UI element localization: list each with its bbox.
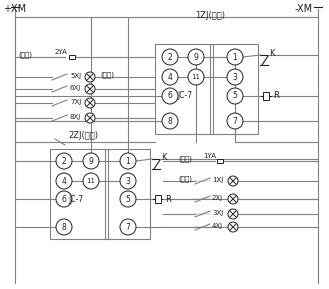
Text: R: R bbox=[273, 92, 279, 101]
Text: 2XJ: 2XJ bbox=[212, 195, 223, 201]
Circle shape bbox=[120, 191, 136, 207]
Text: 11: 11 bbox=[191, 74, 200, 80]
Circle shape bbox=[228, 222, 238, 232]
Bar bbox=[263, 92, 269, 100]
Text: 6XJ: 6XJ bbox=[70, 85, 81, 91]
Text: 11: 11 bbox=[87, 178, 95, 184]
Text: 4: 4 bbox=[62, 177, 66, 186]
Text: 4XJ: 4XJ bbox=[212, 223, 223, 229]
Text: K: K bbox=[269, 49, 274, 58]
Bar bbox=[50, 149, 108, 239]
Bar bbox=[105, 149, 150, 239]
Text: 7: 7 bbox=[126, 223, 130, 231]
Circle shape bbox=[162, 49, 178, 65]
Circle shape bbox=[227, 69, 243, 85]
Circle shape bbox=[56, 173, 72, 189]
Circle shape bbox=[228, 176, 238, 186]
Text: 5XJ: 5XJ bbox=[70, 73, 81, 79]
Text: R: R bbox=[165, 194, 171, 203]
Text: 8XJ: 8XJ bbox=[70, 114, 81, 120]
Bar bbox=[217, 159, 223, 163]
Circle shape bbox=[188, 69, 204, 85]
Circle shape bbox=[120, 153, 136, 169]
Text: 3XJ: 3XJ bbox=[212, 210, 223, 216]
Bar bbox=[69, 55, 75, 59]
Circle shape bbox=[85, 72, 95, 82]
Text: 2: 2 bbox=[62, 157, 66, 166]
Circle shape bbox=[162, 88, 178, 104]
Text: JC-7: JC-7 bbox=[177, 92, 192, 101]
Bar bbox=[155, 195, 161, 203]
Text: (试验): (试验) bbox=[18, 52, 32, 58]
Text: 6: 6 bbox=[62, 194, 66, 203]
Bar bbox=[155, 44, 213, 134]
Text: 8: 8 bbox=[62, 223, 66, 231]
Text: 4: 4 bbox=[167, 73, 172, 81]
Circle shape bbox=[85, 98, 95, 108]
Circle shape bbox=[83, 173, 99, 189]
Text: 9: 9 bbox=[193, 53, 198, 62]
Text: 1XJ: 1XJ bbox=[212, 177, 223, 183]
Circle shape bbox=[227, 113, 243, 129]
Circle shape bbox=[162, 113, 178, 129]
Circle shape bbox=[228, 209, 238, 219]
Text: 7: 7 bbox=[233, 116, 238, 125]
Circle shape bbox=[227, 49, 243, 65]
Bar bbox=[210, 44, 258, 134]
Text: 2YA: 2YA bbox=[55, 49, 68, 55]
Text: (试验): (试验) bbox=[178, 156, 192, 162]
Circle shape bbox=[56, 191, 72, 207]
Text: 9: 9 bbox=[89, 157, 93, 166]
Circle shape bbox=[83, 153, 99, 169]
Circle shape bbox=[162, 69, 178, 85]
Text: 2: 2 bbox=[167, 53, 172, 62]
Circle shape bbox=[56, 153, 72, 169]
Text: K: K bbox=[161, 153, 166, 162]
Text: JC-7: JC-7 bbox=[68, 194, 84, 203]
Text: 1ZJ(复归): 1ZJ(复归) bbox=[195, 11, 225, 20]
Text: (启动): (启动) bbox=[178, 176, 192, 182]
Text: 5: 5 bbox=[126, 194, 130, 203]
Text: 1: 1 bbox=[126, 157, 130, 166]
Text: 1: 1 bbox=[233, 53, 238, 62]
Text: 2ZJ(复归): 2ZJ(复归) bbox=[68, 131, 98, 140]
Text: -XM: -XM bbox=[295, 4, 313, 14]
Circle shape bbox=[120, 173, 136, 189]
Text: 1YA: 1YA bbox=[203, 153, 216, 159]
Text: 3: 3 bbox=[126, 177, 130, 186]
Circle shape bbox=[85, 84, 95, 94]
Text: 3: 3 bbox=[233, 73, 238, 81]
Circle shape bbox=[227, 88, 243, 104]
Text: 7XJ: 7XJ bbox=[70, 99, 81, 105]
Text: 8: 8 bbox=[167, 116, 172, 125]
Text: +XM: +XM bbox=[3, 4, 26, 14]
Text: (启动): (启动) bbox=[100, 72, 114, 78]
Text: 5: 5 bbox=[233, 92, 238, 101]
Circle shape bbox=[120, 219, 136, 235]
Circle shape bbox=[85, 113, 95, 123]
Circle shape bbox=[228, 194, 238, 204]
Circle shape bbox=[188, 49, 204, 65]
Circle shape bbox=[56, 219, 72, 235]
Text: 6: 6 bbox=[167, 92, 172, 101]
